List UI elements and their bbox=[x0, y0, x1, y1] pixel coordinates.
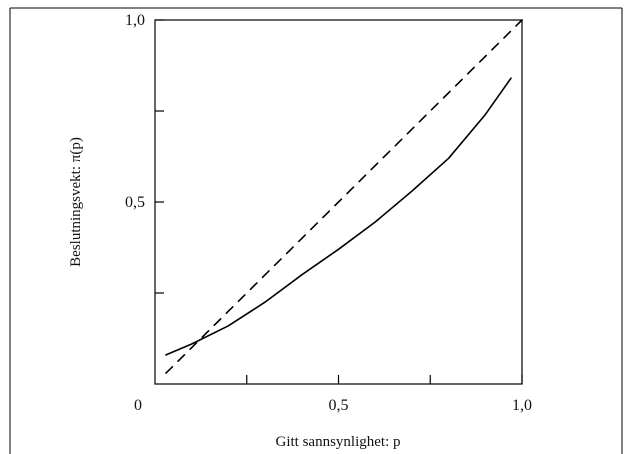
origin-label: 0 bbox=[134, 397, 142, 414]
y-tick-label-3: 1,0 bbox=[125, 12, 145, 29]
reference-line-dashed bbox=[165, 19, 523, 374]
x-tick-label-3: 1,0 bbox=[512, 397, 532, 414]
x-tick-label-1: 0,5 bbox=[329, 397, 349, 414]
y-ticks: 0,5 1,0 bbox=[125, 12, 164, 294]
y-axis-title: Beslutningsvekt: π(p) bbox=[68, 137, 84, 267]
series-layer bbox=[165, 19, 523, 374]
decision-weight-curve bbox=[165, 77, 512, 356]
x-ticks: 0,5 1,0 bbox=[246, 375, 532, 414]
x-axis-title: Gitt sannsynlighet: p bbox=[276, 434, 401, 450]
y-tick-label-1: 0,5 bbox=[125, 194, 145, 211]
